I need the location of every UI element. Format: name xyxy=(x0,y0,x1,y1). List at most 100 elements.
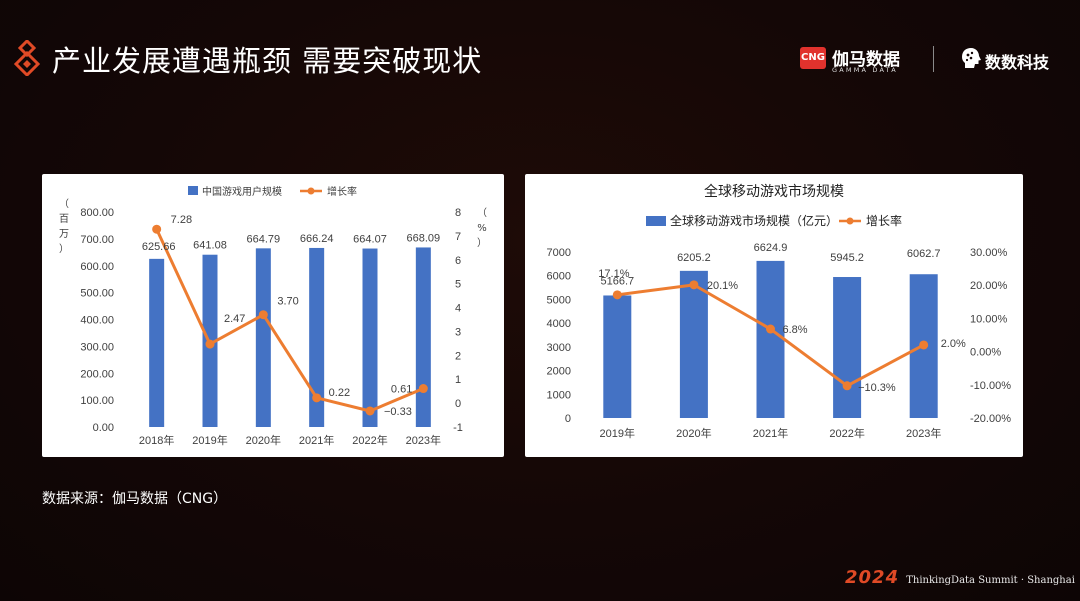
y2-axis-unit-char: （ xyxy=(477,207,487,219)
bar-value-label: 625.66 xyxy=(142,241,176,253)
brand-divider xyxy=(933,46,934,72)
bar xyxy=(255,248,271,427)
growth-point xyxy=(205,339,215,349)
x-tick-label: 2023年 xyxy=(906,426,941,440)
cng-badge: CNG xyxy=(800,47,826,69)
chart-panel-global-mobile: 全球移动游戏市场规模 全球移动游戏市场规模（亿元） 增长率 0 1000 2000 3000… xyxy=(525,174,1023,457)
growth-point xyxy=(312,393,322,403)
growth-value-label: 7.28 xyxy=(171,214,192,226)
legend-label-bar: 全球移动游戏市场规模（亿元） xyxy=(670,213,838,228)
x-tick-label: 2022年 xyxy=(352,433,387,447)
growth-point xyxy=(766,324,775,334)
y-tick-label: 0 xyxy=(565,413,571,425)
y2-tick-label: 3 xyxy=(455,326,461,338)
bar xyxy=(603,295,632,418)
y-tick-label: 800.00 xyxy=(80,207,114,219)
china-game-users-chart: 中国游戏用户规模 增长率 0.00 100.00 200.00 300.00 400.00 5… xyxy=(59,185,487,447)
growth-point xyxy=(842,381,852,391)
y-tick-label: 5000 xyxy=(547,294,571,306)
y-tick-label: 200.00 xyxy=(80,368,114,380)
growth-point xyxy=(152,224,162,234)
bar-value-label: 641.08 xyxy=(193,240,227,252)
growth-value-label: 2.47 xyxy=(224,313,245,325)
growth-point xyxy=(365,406,375,416)
y2-tick-label: 2 xyxy=(455,350,461,362)
thinkingdata-brand-name: 数数科技 xyxy=(985,53,1050,72)
y2-tick-label: 6 xyxy=(455,255,461,267)
x-tick-label: 2021年 xyxy=(299,433,334,447)
y-axis-unit-char: （ xyxy=(59,198,69,210)
page-title: 产业发展遭遇瓶颈 需要突破现状 xyxy=(52,44,483,78)
bar xyxy=(415,247,431,427)
y2-tick-label: 1 xyxy=(455,374,461,386)
bar xyxy=(362,248,378,427)
x-tick-label: 2019年 xyxy=(192,433,227,447)
footer-year: 2024 xyxy=(845,567,900,588)
brand-diamond-icon xyxy=(14,40,40,76)
bar xyxy=(833,277,862,418)
y-tick-label: 2000 xyxy=(547,366,571,378)
growth-value-label: 3.70 xyxy=(277,296,298,308)
bar-value-label: 6624.9 xyxy=(754,242,788,254)
y-tick-label: 1000 xyxy=(547,389,571,401)
y2-tick-label: -10.00% xyxy=(970,380,1011,392)
bar-value-label: 5945.2 xyxy=(830,252,864,264)
legend-swatch-marker xyxy=(846,217,854,225)
legend-swatch-bar xyxy=(646,216,666,226)
y-tick-label: 300.00 xyxy=(80,341,114,353)
bar xyxy=(679,270,708,418)
bar-value-label: 668.09 xyxy=(407,232,441,244)
y2-axis-unit-char: % xyxy=(477,223,487,234)
bar xyxy=(756,260,785,418)
x-tick-label: 2020年 xyxy=(676,426,711,440)
x-tick-label: 2019年 xyxy=(600,426,635,440)
growth-value-label: 0.61 xyxy=(391,384,412,396)
y-tick-label: 7000 xyxy=(547,247,571,259)
bar xyxy=(309,247,325,427)
y2-tick-label: 5 xyxy=(455,279,461,291)
growth-point xyxy=(258,310,268,320)
y2-tick-label: 0.00% xyxy=(970,347,1001,359)
growth-value-label: 6.8% xyxy=(783,324,808,336)
x-tick-label: 2018年 xyxy=(139,433,174,447)
y2-tick-label: 7 xyxy=(455,231,461,243)
x-tick-label: 2023年 xyxy=(406,433,441,447)
source-note: 数据来源：伽马数据（CNG） xyxy=(42,491,228,507)
y2-tick-label: 30.00% xyxy=(970,247,1008,259)
y2-tick-label: 8 xyxy=(455,207,461,219)
x-tick-label: 2020年 xyxy=(246,433,281,447)
y-tick-label: 100.00 xyxy=(80,395,114,407)
growth-point xyxy=(689,280,699,290)
cng-logo: CNG 伽马数据 GAMMA DATA xyxy=(800,45,912,75)
growth-value-label: 20.1% xyxy=(707,280,738,292)
y-tick-label: 400.00 xyxy=(80,315,114,327)
growth-value-label: 0.22 xyxy=(329,387,350,399)
bar-value-label: 664.07 xyxy=(353,234,387,246)
bar-value-label: 666.24 xyxy=(300,233,334,245)
x-tick-label: 2022年 xyxy=(829,426,864,440)
legend-label-line: 增长率 xyxy=(327,185,357,198)
chart-panel-china-users: 中国游戏用户规模 增长率 0.00 100.00 200.00 300.00 400.00 5… xyxy=(42,174,504,457)
growth-line xyxy=(155,228,424,413)
growth-point xyxy=(418,384,428,394)
y-tick-label: 4000 xyxy=(547,318,571,330)
legend-swatch-marker xyxy=(307,187,315,195)
y-axis-unit-char: ） xyxy=(59,243,69,255)
y2-tick-label: 4 xyxy=(455,303,461,315)
growth-value-label: 17.1% xyxy=(598,268,629,280)
legend-label-bar: 中国游戏用户规模 xyxy=(202,185,282,198)
y2-tick-label: 20.00% xyxy=(970,280,1008,292)
cng-brand-subtitle: GAMMA DATA xyxy=(832,66,898,74)
growth-value-label: 2.0% xyxy=(941,338,966,350)
y2-tick-label: -1 xyxy=(453,422,463,434)
legend-label-line: 增长率 xyxy=(866,213,902,228)
y-tick-label: 600.00 xyxy=(80,261,114,273)
x-tick-label: 2021年 xyxy=(753,426,788,440)
chart-title: 全球移动游戏市场规模 xyxy=(704,183,844,200)
event-footer: 2024 ThinkingData Summit · Shanghai xyxy=(845,567,1075,588)
bar-value-label: 664.79 xyxy=(247,233,281,245)
y-tick-label: 0.00 xyxy=(93,422,114,434)
y2-axis-unit-char: ） xyxy=(477,237,487,249)
growth-point xyxy=(919,340,929,350)
